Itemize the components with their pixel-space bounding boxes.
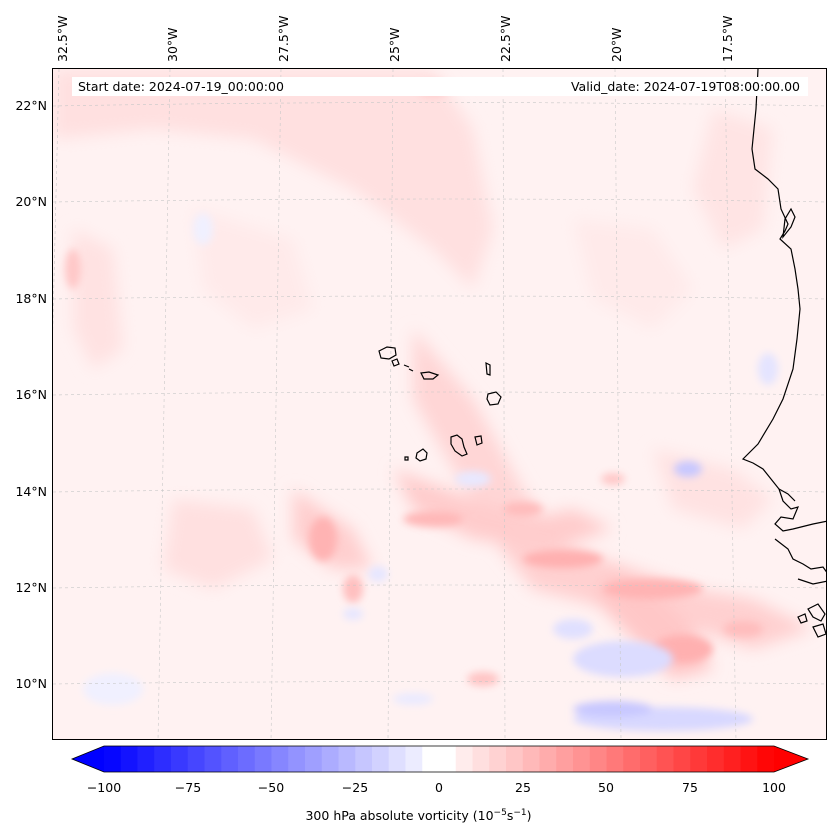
colorbar-tick-75: 75: [682, 780, 698, 795]
colorbar-tick-neg75: −75: [174, 780, 202, 795]
cape-verde-islands: [378, 346, 502, 462]
colorbar-segment: [355, 746, 373, 772]
map-panel[interactable]: [52, 68, 827, 740]
date-info-bar: Start date: 2024-07-19_00:00:00 Valid_da…: [72, 77, 808, 96]
start-date-label: Start date: 2024-07-19_00:00:00: [78, 79, 284, 94]
valid-date-label: Valid_date: 2024-07-19T08:00:00.00: [570, 79, 800, 94]
africa-coastline: [741, 69, 826, 638]
colorbar-segment: [305, 746, 323, 772]
lat-label-16n: 16°N: [15, 387, 47, 402]
colorbar-segment: [271, 746, 289, 772]
colorbar-tick-0: 0: [435, 780, 443, 795]
lat-label-14n: 14°N: [15, 484, 47, 499]
colorbar-tick-neg100: −100: [86, 780, 122, 795]
colorbar-segment: [422, 746, 440, 772]
colorbar-segment: [472, 746, 490, 772]
colorbar-tick-25: 25: [515, 780, 531, 795]
lat-label-22n: 22°N: [15, 98, 47, 113]
colorbar-segment: [321, 746, 339, 772]
colorbar-graphic: [70, 745, 810, 773]
colorbar-segment: [589, 746, 607, 772]
colorbar-label-close: ): [526, 808, 532, 824]
colorbar-segment: [707, 746, 725, 772]
lon-label-22-5w: 22.5°W: [498, 15, 513, 62]
colorbar-segment: [204, 746, 222, 772]
lon-label-20w: 20°W: [609, 27, 624, 62]
colorbar-segment: [757, 746, 775, 772]
lon-label-30w: 30°W: [165, 27, 180, 62]
colorbar-segment: [556, 746, 574, 772]
colorbar-segment: [338, 746, 356, 772]
lon-label-27-5w: 27.5°W: [276, 15, 291, 62]
colorbar-tick-neg50: −50: [257, 780, 285, 795]
colorbar-segment: [506, 746, 524, 772]
lon-label-25w: 25°W: [387, 27, 402, 62]
colorbar-segment: [439, 746, 457, 772]
colorbar-label-main: 300 hPa absolute vorticity (10: [305, 808, 494, 824]
colorbar-label-exp1: −5: [493, 808, 507, 818]
strong-positive-vorticity: [65, 81, 763, 686]
colorbar-segment: [656, 746, 674, 772]
colorbar-extend-min: [72, 746, 104, 772]
graticule: [53, 69, 826, 739]
colorbar: [70, 745, 810, 773]
negative-vorticity-regions: [83, 213, 778, 731]
colorbar-segment: [154, 746, 172, 772]
positive-vorticity-regions: [53, 69, 813, 679]
colorbar-segment: [606, 746, 624, 772]
lat-label-20n: 20°N: [15, 194, 47, 209]
colorbar-segment: [405, 746, 423, 772]
lon-label-17-5w: 17.5°W: [720, 15, 735, 62]
colorbar-segment: [187, 746, 205, 772]
colorbar-segment: [455, 746, 473, 772]
colorbar-segment: [221, 746, 239, 772]
colorbar-label-unit: s: [506, 808, 514, 824]
colorbar-segment: [723, 746, 741, 772]
colorbar-segment: [522, 746, 540, 772]
colorbar-segment: [372, 746, 390, 772]
colorbar-tick-neg25: −25: [341, 780, 369, 795]
lat-label-10n: 10°N: [15, 676, 47, 691]
colorbar-segment: [137, 746, 155, 772]
colorbar-segment: [288, 746, 306, 772]
lat-label-18n: 18°N: [15, 291, 47, 306]
lat-label-12n: 12°N: [15, 580, 47, 595]
lon-label-32-5w: 32.5°W: [55, 15, 70, 62]
colorbar-segment: [539, 746, 557, 772]
colorbar-segment: [254, 746, 272, 772]
colorbar-label-exp2: −1: [513, 808, 527, 818]
colorbar-tick-50: 50: [598, 780, 614, 795]
colorbar-segment: [120, 746, 138, 772]
colorbar-outline: [70, 745, 810, 773]
colorbar-segment: [573, 746, 591, 772]
colorbar-segment: [623, 746, 641, 772]
colorbar-tick-100: 100: [762, 780, 786, 795]
colorbar-label: 300 hPa absolute vorticity (10−5s−1): [0, 808, 837, 823]
colorbar-segment: [388, 746, 406, 772]
colorbar-segment: [104, 746, 122, 772]
vorticity-field-map: [53, 69, 826, 739]
colorbar-segment: [673, 746, 691, 772]
colorbar-segment: [640, 746, 658, 772]
colorbar-segment: [171, 746, 189, 772]
colorbar-segment: [489, 746, 507, 772]
colorbar-extend-max: [774, 746, 808, 772]
colorbar-segment: [740, 746, 758, 772]
colorbar-segment: [690, 746, 708, 772]
colorbar-segment: [238, 746, 256, 772]
